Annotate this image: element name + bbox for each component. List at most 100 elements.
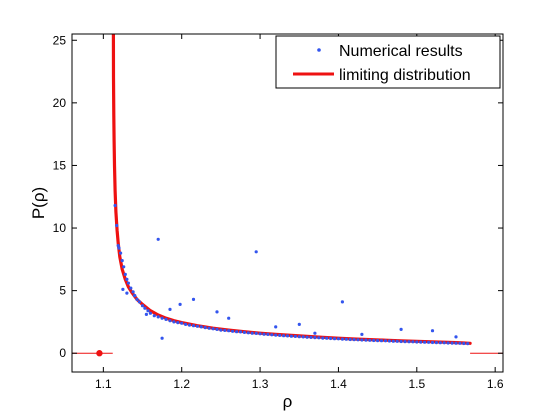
data-point [454, 335, 458, 339]
data-point [282, 334, 286, 338]
data-point [121, 287, 125, 291]
data-point [135, 297, 139, 301]
data-point [164, 317, 168, 321]
data-point [227, 329, 231, 333]
data-point [419, 340, 423, 344]
data-point [403, 340, 407, 344]
data-point [195, 324, 199, 328]
data-point [116, 244, 120, 248]
data-point [125, 277, 129, 281]
data-point [442, 341, 446, 345]
legend-marker-dots [317, 48, 321, 52]
data-point [376, 339, 380, 343]
data-point [336, 337, 340, 341]
data-point [235, 330, 239, 334]
data-point [387, 339, 391, 343]
data-point [137, 300, 141, 304]
data-point [305, 335, 309, 339]
data-point [178, 302, 182, 306]
data-point [146, 309, 150, 313]
legend-entry-limiting-distribution: limiting distribution [339, 67, 471, 84]
data-point [207, 326, 211, 330]
axes-frame [71, 33, 504, 373]
data-point [399, 339, 403, 344]
data-point [325, 336, 329, 340]
y-tick-label: 15 [53, 158, 67, 172]
data-point [301, 335, 305, 339]
x-tick-label: 1.5 [408, 377, 425, 391]
data-point [156, 315, 160, 319]
data-point [415, 340, 419, 344]
data-point [430, 329, 435, 333]
data-point [227, 316, 231, 320]
data-point [144, 312, 148, 316]
data-point [172, 320, 176, 324]
data-point [184, 322, 188, 326]
data-point [466, 342, 470, 346]
data-point [215, 310, 219, 314]
data-point [223, 328, 227, 332]
legend: Numerical results limiting distribution [275, 35, 501, 89]
y-tick-label: 25 [53, 33, 67, 47]
data-point [423, 340, 427, 344]
data-point [250, 331, 254, 335]
data-point [262, 332, 266, 336]
legend-box [275, 35, 501, 89]
y-tick-label: 5 [59, 284, 66, 298]
data-point [120, 259, 124, 263]
data-point [231, 329, 235, 333]
data-point [199, 325, 203, 329]
data-point [113, 203, 117, 208]
data-point [191, 297, 196, 301]
data-point [293, 334, 297, 338]
data-point [356, 338, 360, 342]
data-point [391, 339, 395, 343]
marker-point [96, 350, 103, 357]
data-point [411, 340, 415, 344]
data-point [274, 333, 278, 337]
data-point [117, 246, 121, 250]
data-point [427, 340, 431, 344]
data-point [344, 337, 348, 341]
data-point [126, 281, 130, 285]
data-point [285, 334, 290, 338]
x-tick-label: 1.1 [95, 377, 112, 391]
data-point [317, 336, 321, 340]
data-point [458, 341, 462, 345]
data-point [156, 237, 160, 241]
x-tick-label: 1.6 [487, 377, 504, 391]
data-point [219, 328, 223, 332]
data-point [289, 334, 293, 338]
data-point [203, 326, 207, 330]
data-point [383, 339, 388, 343]
data-point [434, 341, 438, 345]
data-point [180, 321, 184, 325]
y-tick-label: 10 [53, 221, 67, 235]
data-point [368, 338, 372, 342]
data-point [274, 325, 278, 329]
x-tick-label: 1.4 [330, 377, 347, 391]
data-point [270, 333, 274, 337]
data-point [242, 330, 246, 334]
data-point [168, 319, 172, 323]
data-point [352, 338, 356, 342]
data-point [211, 327, 215, 331]
x-tick-label: 1.3 [252, 377, 269, 391]
data-point [340, 300, 344, 304]
data-point [329, 336, 333, 341]
data-point [238, 330, 243, 334]
x-tick-label: 1.2 [173, 377, 190, 391]
y-tick-label: 0 [59, 346, 66, 360]
y-tick-label: 20 [53, 96, 67, 110]
data-point [187, 323, 192, 327]
data-point [297, 335, 301, 339]
data-point [278, 333, 282, 337]
data-point [152, 314, 156, 318]
data-point [430, 340, 435, 345]
x-axis-label: ρ [283, 392, 293, 411]
data-point [258, 332, 262, 336]
data-point [266, 332, 270, 336]
data-point [379, 339, 384, 343]
data-point [125, 291, 129, 295]
